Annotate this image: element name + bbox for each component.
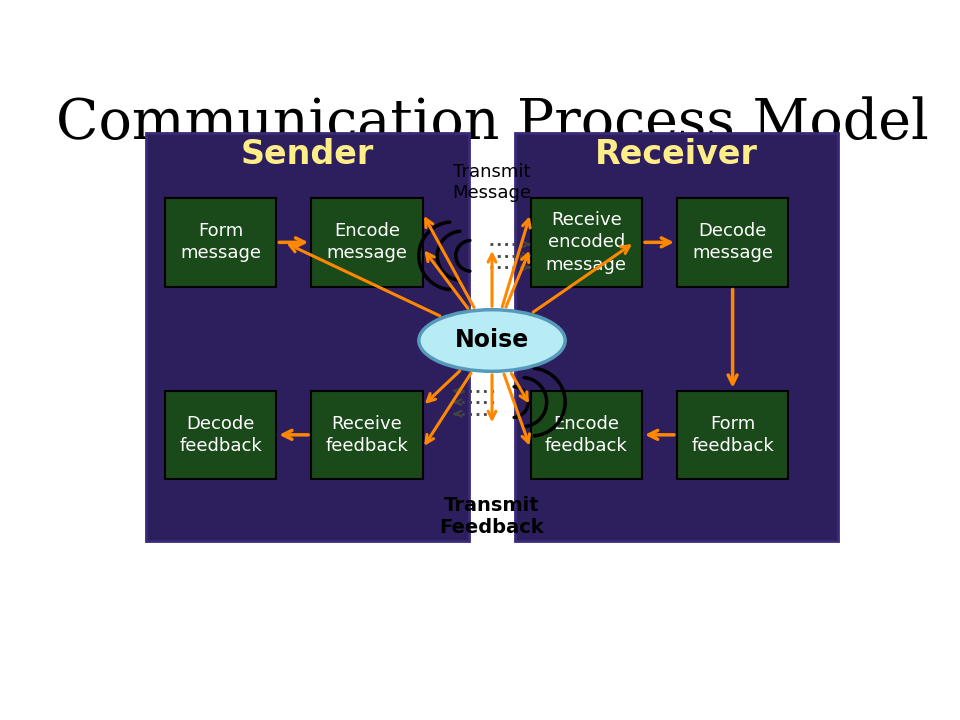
Text: Transmit
Feedback: Transmit Feedback — [440, 495, 544, 536]
Bar — [677, 198, 788, 287]
Bar — [146, 132, 468, 541]
Text: Encode
feedback: Encode feedback — [545, 415, 628, 455]
Text: Decode
feedback: Decode feedback — [180, 415, 262, 455]
Text: Decode
message: Decode message — [692, 222, 773, 262]
Bar — [677, 390, 788, 479]
Text: Noise: Noise — [455, 328, 529, 353]
Text: Encode
message: Encode message — [326, 222, 407, 262]
Bar — [311, 198, 422, 287]
Bar — [165, 198, 276, 287]
Text: Form
feedback: Form feedback — [691, 415, 774, 455]
Bar — [531, 390, 642, 479]
Text: Sender: Sender — [241, 138, 373, 171]
Text: Communication Process Model: Communication Process Model — [56, 96, 928, 150]
Bar — [516, 132, 838, 541]
Text: Form
message: Form message — [180, 222, 261, 262]
Bar — [531, 198, 642, 287]
Text: Receiver: Receiver — [595, 138, 758, 171]
Text: Transmit
Message: Transmit Message — [452, 163, 532, 202]
Bar — [165, 390, 276, 479]
Bar — [311, 390, 422, 479]
Text: Receive
encoded
message: Receive encoded message — [546, 211, 627, 274]
Ellipse shape — [419, 310, 565, 372]
Text: Receive
feedback: Receive feedback — [325, 415, 408, 455]
